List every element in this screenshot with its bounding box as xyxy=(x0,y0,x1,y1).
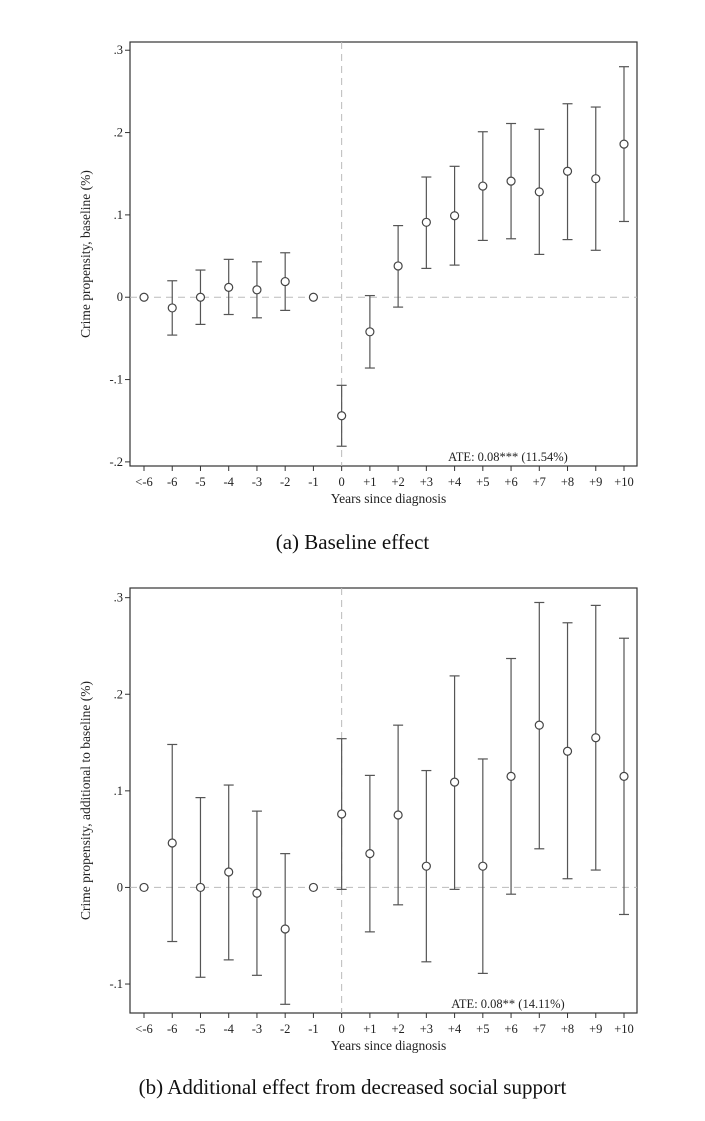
x-axis-label: Years since diagnosis xyxy=(331,1038,447,1053)
x-tick-label: -6 xyxy=(167,1022,177,1036)
x-tick-label: +6 xyxy=(504,1022,517,1036)
estimate-point xyxy=(195,292,206,302)
estimate-point xyxy=(619,139,629,149)
estimate-point xyxy=(224,867,234,877)
estimate-point xyxy=(478,861,488,871)
y-tick-label: .1 xyxy=(114,208,123,222)
x-tick-label: +7 xyxy=(533,475,546,489)
x-tick-label: -6 xyxy=(167,475,177,489)
x-tick-label: +4 xyxy=(448,475,462,489)
x-tick-label: +2 xyxy=(391,1022,404,1036)
x-tick-label: +3 xyxy=(420,1022,433,1036)
x-tick-label: -3 xyxy=(252,1022,262,1036)
estimate-point xyxy=(506,771,516,781)
x-tick-label: +1 xyxy=(363,475,376,489)
x-tick-label: 0 xyxy=(339,475,345,489)
estimate-point xyxy=(534,720,544,730)
estimate-point xyxy=(534,187,544,197)
estimate-point xyxy=(449,777,460,787)
estimate-point xyxy=(337,411,347,421)
x-tick-label: +6 xyxy=(504,475,517,489)
x-tick-label: +8 xyxy=(561,475,574,489)
estimate-point xyxy=(591,733,601,743)
caption-panel-b: (b) Additional effect from decreased soc… xyxy=(138,1075,567,1099)
x-tick-label: -5 xyxy=(195,1022,205,1036)
estimate-point xyxy=(139,292,149,302)
x-tick-label: <-6 xyxy=(135,475,152,489)
x-axis-label: Years since diagnosis xyxy=(331,491,447,506)
estimate-point xyxy=(393,261,403,271)
y-tick-label: -.2 xyxy=(109,455,123,469)
estimate-point xyxy=(619,771,629,781)
y-tick-label: .2 xyxy=(114,687,123,701)
x-tick-label: +5 xyxy=(476,1022,489,1036)
x-tick-label: +2 xyxy=(391,475,404,489)
estimate-point xyxy=(224,282,234,292)
estimate-point xyxy=(337,809,347,819)
x-tick-label: -5 xyxy=(195,475,205,489)
x-tick-label: +8 xyxy=(561,1022,574,1036)
x-tick-label: +3 xyxy=(420,475,433,489)
estimate-point xyxy=(280,924,290,934)
x-tick-label: -2 xyxy=(280,475,290,489)
estimate-point xyxy=(393,810,403,820)
caption-panel-a: (a) Baseline effect xyxy=(275,530,430,554)
x-tick-label: +10 xyxy=(614,475,634,489)
y-axis-label: Crime propensity, baseline (%) xyxy=(78,170,93,338)
estimate-point xyxy=(591,174,601,184)
plot-frame xyxy=(129,587,638,1014)
x-tick-label: +9 xyxy=(589,475,602,489)
estimate-point xyxy=(308,882,319,893)
estimate-point xyxy=(252,888,262,898)
estimate-point xyxy=(280,276,290,287)
y-tick-label: 0 xyxy=(117,290,123,304)
estimate-point xyxy=(449,211,460,221)
estimate-point xyxy=(365,849,375,859)
x-tick-label: +5 xyxy=(476,475,489,489)
estimate-point xyxy=(562,166,573,176)
x-tick-label: -1 xyxy=(308,475,318,489)
y-axis-label: Crime propensity, additional to baseline… xyxy=(78,681,93,920)
x-tick-label: 0 xyxy=(339,1022,345,1036)
estimate-point xyxy=(167,303,177,313)
estimate-point xyxy=(365,327,375,337)
estimate-point xyxy=(308,292,319,302)
y-tick-label: .3 xyxy=(114,591,123,605)
y-tick-label: 0 xyxy=(117,880,123,894)
estimate-point xyxy=(139,882,149,893)
y-tick-label: .2 xyxy=(114,126,123,140)
x-tick-label: <-6 xyxy=(135,1022,152,1036)
estimate-point xyxy=(421,217,431,227)
chart-panel-b: .3 .2 .1 0 -.1 <-6 -6 -5 -4 -3 -2 -1 0 +1 +2 +3 +4 +5 +6 +7… xyxy=(78,587,638,1053)
y-tick-label: .3 xyxy=(114,43,123,57)
estimate-point xyxy=(421,861,431,871)
estimate-point xyxy=(167,838,177,848)
x-tick-label: -1 xyxy=(308,1022,318,1036)
y-tick-label: -.1 xyxy=(109,977,123,991)
y-tick-label: -.1 xyxy=(109,373,123,387)
estimate-point xyxy=(478,181,488,191)
x-tick-label: -4 xyxy=(223,1022,234,1036)
x-tick-label: -3 xyxy=(252,475,262,489)
chart-panel-a: .3 .2 .1 0 -.1 -.2 <-6 -6 -5 -4 -3 -2 -1 0 +1 +2 +3 +4 +5 +… xyxy=(78,41,638,506)
estimate-point xyxy=(506,176,516,186)
estimate-point xyxy=(195,882,206,893)
x-tick-label: +9 xyxy=(589,1022,602,1036)
x-tick-label: -2 xyxy=(280,1022,290,1036)
x-tick-label: +4 xyxy=(448,1022,462,1036)
x-tick-label: -4 xyxy=(223,475,234,489)
x-tick-label: +7 xyxy=(533,1022,546,1036)
plot-frame xyxy=(129,41,638,467)
x-tick-label: +10 xyxy=(614,1022,634,1036)
estimate-point xyxy=(252,285,262,295)
ate-annotation: ATE: 0.08*** (11.54%) xyxy=(448,450,568,464)
y-tick-label: .1 xyxy=(114,784,123,798)
ate-annotation: ATE: 0.08** (14.11%) xyxy=(451,997,564,1011)
x-tick-label: +1 xyxy=(363,1022,376,1036)
estimate-point xyxy=(562,746,573,756)
